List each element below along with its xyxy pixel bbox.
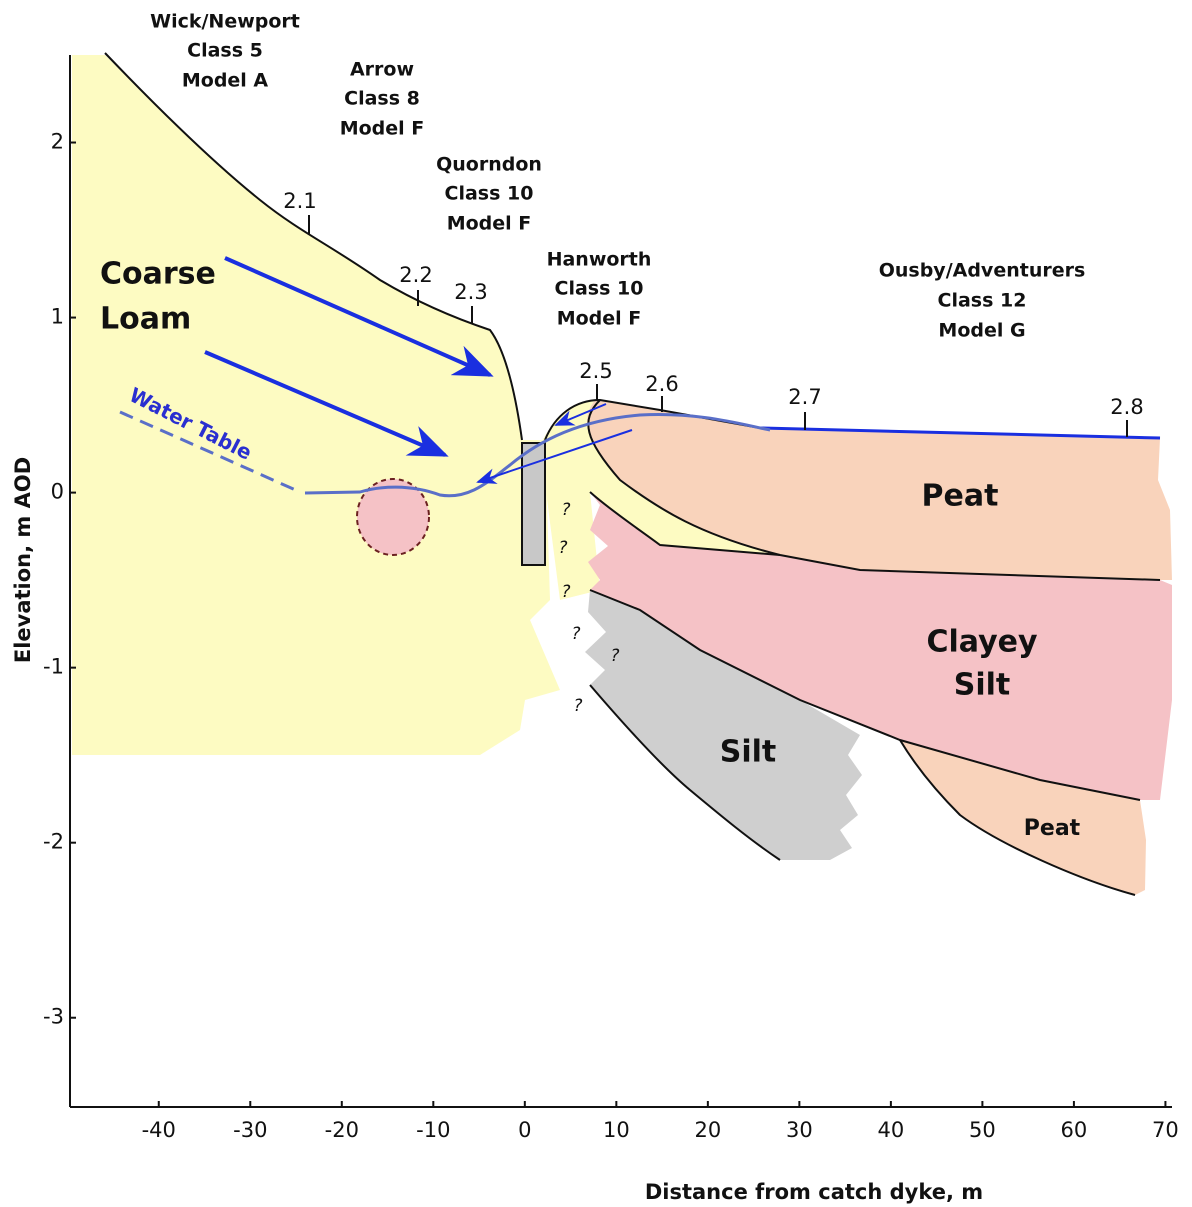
uncertainty-mark: ? (571, 624, 580, 644)
series-model: Model G (938, 320, 1025, 342)
x-tick-label: 50 (969, 1118, 996, 1142)
x-tick-label: -40 (142, 1118, 176, 1142)
uncertainty-mark: ? (561, 582, 570, 602)
y-axis-label: Elevation, m AOD (11, 457, 35, 663)
series-name: Ousby/Adventurers (879, 260, 1086, 282)
profile-label: 2.2 (399, 263, 432, 287)
layer-label: Loam (100, 302, 191, 337)
series-name: Wick/Newport (150, 11, 300, 33)
profile-label: 2.6 (645, 372, 678, 396)
series-class: Class 12 (938, 290, 1027, 312)
layer-label: Peat (1024, 816, 1081, 841)
series-class: Class 10 (445, 183, 534, 205)
x-tick-label: 10 (603, 1118, 630, 1142)
series-model: Model F (557, 308, 642, 330)
x-tick-label: 30 (786, 1118, 813, 1142)
y-tick-label: -1 (43, 655, 64, 679)
cross-section: Distance from catch dyke, m Elevation, m… (0, 0, 1192, 1207)
x-tick-label: -10 (416, 1118, 450, 1142)
series-class: Class 5 (187, 40, 263, 62)
x-tick-label: -20 (325, 1118, 359, 1142)
y-tick-label: 2 (51, 130, 64, 154)
profile-label: 2.1 (283, 189, 316, 213)
series-model: Model F (447, 213, 532, 235)
uncertainty-mark: ? (561, 500, 570, 520)
series-model: Model A (182, 70, 269, 92)
uncertainty-mark: ? (573, 696, 582, 716)
x-tick-label: -30 (233, 1118, 267, 1142)
y-tick-label: -3 (43, 1005, 64, 1029)
x-tick-label: 40 (878, 1118, 905, 1142)
profile-label: 2.3 (454, 280, 487, 304)
uncertainty-mark: ? (610, 646, 619, 666)
y-tick-label: -2 (43, 830, 64, 854)
series-class: Class 10 (555, 278, 644, 300)
layer-label: Silt (720, 735, 777, 770)
series-name: Hanworth (547, 249, 652, 271)
series-name: Quorndon (436, 154, 542, 176)
series-model: Model F (340, 118, 425, 140)
x-tick-label: 0 (518, 1118, 531, 1142)
uncertainty-mark: ? (558, 538, 567, 558)
profile-label: 2.5 (579, 359, 612, 383)
series-name: Arrow (350, 59, 414, 81)
x-axis-label: Distance from catch dyke, m (645, 1180, 983, 1204)
layer-label: Peat (922, 479, 999, 514)
layer-label: Silt (954, 668, 1011, 703)
series-class: Class 8 (344, 88, 420, 110)
profile-label: 2.7 (788, 385, 821, 409)
y-tick-label: 0 (51, 480, 64, 504)
x-tick-label: 20 (694, 1118, 721, 1142)
layer-label: Clayey (926, 625, 1038, 660)
y-tick-label: 1 (51, 305, 64, 329)
x-tick-label: 60 (1061, 1118, 1088, 1142)
x-tick-label: 70 (1152, 1118, 1179, 1142)
profile-label: 2.8 (1110, 395, 1143, 419)
layer-label: Coarse (100, 257, 216, 292)
